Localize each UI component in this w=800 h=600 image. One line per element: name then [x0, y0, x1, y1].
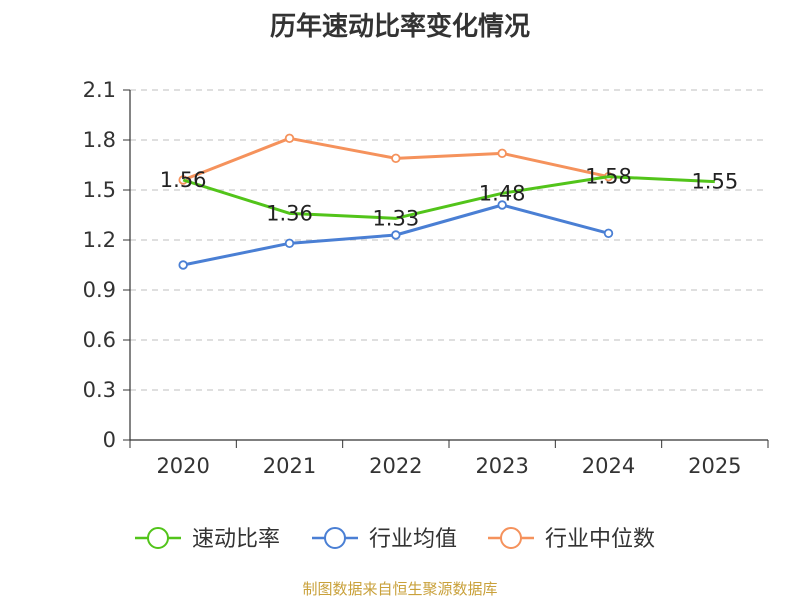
- y-tick-label: 0.9: [83, 278, 116, 302]
- data-point: [284, 133, 295, 144]
- x-tick-label: 2024: [582, 454, 635, 478]
- legend-item: 行业中位数: [488, 527, 655, 552]
- legend-swatch-marker: [324, 527, 346, 549]
- legend-swatch-marker: [147, 527, 169, 549]
- legend-label: 速动比率: [192, 527, 280, 552]
- legend-label: 行业中位数: [545, 527, 655, 552]
- chart-title: 历年速动比率变化情况: [269, 12, 530, 42]
- legend-label: 行业均值: [369, 527, 457, 552]
- series-line: [182, 175, 715, 220]
- y-tick-label: 1.8: [83, 128, 116, 152]
- y-tick-label: 0.3: [83, 378, 116, 402]
- y-tick-label: 1.2: [83, 228, 116, 252]
- legend-item: 速动比率: [135, 527, 280, 552]
- x-tick-label: 2020: [156, 454, 209, 478]
- y-tick-label: 0.6: [83, 328, 116, 352]
- x-tick-label: 2025: [688, 454, 741, 478]
- data-label: 1.48: [479, 181, 526, 205]
- y-tick-label: 1.5: [83, 178, 116, 202]
- data-point: [603, 228, 614, 239]
- legend-item: 行业均值: [312, 527, 457, 552]
- data-point: [391, 153, 401, 164]
- legend-swatch-marker: [500, 527, 522, 549]
- data-point: [178, 260, 188, 270]
- data-point: [497, 200, 507, 210]
- data-point: [284, 238, 295, 249]
- data-point: [391, 230, 401, 240]
- data-label: 1.33: [372, 206, 419, 230]
- y-tick-label: 2.1: [83, 78, 116, 102]
- source-note: 制图数据来自恒生聚源数据库: [302, 580, 498, 598]
- y-tick-label: 0: [103, 428, 116, 452]
- series-lines: [178, 133, 715, 270]
- x-tick-label: 2021: [263, 454, 316, 478]
- axes: 0 0.3 0.6 0.9 1.2 1.5 1.8 2.1 2020 2021 2022 2023 20…: [83, 78, 769, 478]
- data-label: 1.36: [266, 201, 313, 225]
- data-labels: 1.56 1.36 1.33 1.48 1.58 1.55: [160, 165, 738, 231]
- data-point: [497, 148, 507, 159]
- gridlines: [130, 89, 768, 391]
- x-tick-label: 2022: [369, 454, 422, 478]
- data-label: 1.55: [691, 170, 738, 194]
- legend: 速动比率 行业均值 行业中位数: [135, 527, 655, 552]
- data-label: 1.58: [585, 165, 632, 189]
- x-tick-label: 2023: [475, 454, 528, 478]
- data-label: 1.56: [160, 168, 207, 192]
